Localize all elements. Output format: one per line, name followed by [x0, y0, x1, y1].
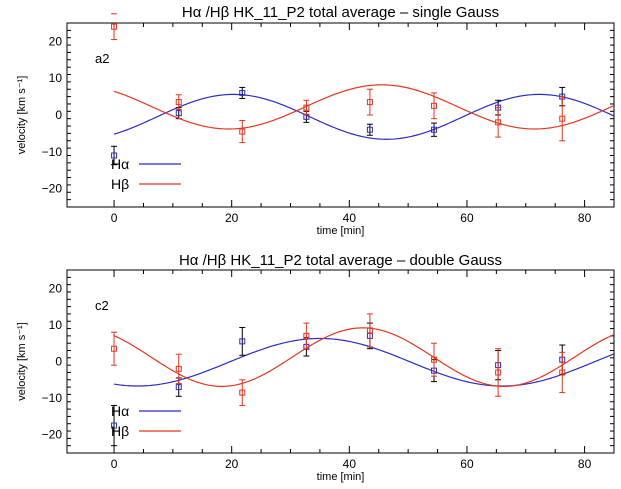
panel-label: a2 — [95, 51, 109, 66]
y-tick-label: −10 — [42, 391, 63, 405]
series-hbeta — [111, 14, 614, 143]
legend-label: Hβ — [111, 423, 129, 439]
fit-curve-hbeta — [114, 85, 614, 129]
legend-label: Hα — [111, 156, 129, 172]
x-axis-label: time [min] — [317, 225, 365, 237]
y-tick-label: 20 — [49, 34, 63, 48]
x-tick-label: 0 — [111, 457, 118, 471]
y-axis-label: velocity [km s⁻¹] — [16, 76, 28, 155]
plot-frame — [67, 270, 614, 453]
series-hbeta — [111, 314, 614, 406]
panel-label: c2 — [95, 298, 109, 313]
chart-title: Hα /Hβ HK_11_P2 total average – single G… — [182, 4, 499, 21]
panel-single-gauss: Hα /Hβ HK_11_P2 total average – single G… — [16, 4, 614, 237]
y-tick-label: −20 — [42, 182, 63, 196]
y-tick-label: 20 — [49, 281, 63, 295]
x-tick-label: 40 — [343, 211, 357, 225]
x-tick-label: 0 — [111, 211, 118, 225]
x-tick-label: 20 — [225, 457, 239, 471]
panel-double-gauss: Hα /Hβ HK_11_P2 total average – double G… — [16, 252, 614, 483]
x-tick-label: 60 — [460, 457, 474, 471]
x-tick-label: 40 — [343, 457, 357, 471]
y-tick-label: 0 — [55, 355, 62, 369]
fit-curve-halpha — [114, 94, 614, 139]
x-tick-label: 60 — [460, 211, 474, 225]
series-halpha — [111, 323, 614, 446]
x-tick-label: 20 — [225, 211, 239, 225]
legend-label: Hβ — [111, 176, 129, 192]
x-axis-label: time [min] — [317, 471, 365, 483]
legend-label: Hα — [111, 403, 129, 419]
y-axis-label: velocity [km s⁻¹] — [16, 322, 28, 401]
y-tick-label: 10 — [49, 71, 63, 85]
plot-frame — [67, 23, 614, 207]
x-tick-label: 80 — [578, 457, 592, 471]
y-tick-label: −10 — [42, 145, 63, 159]
y-tick-label: 10 — [49, 318, 63, 332]
chart-title: Hα /Hβ HK_11_P2 total average – double G… — [179, 252, 502, 269]
y-tick-label: 0 — [55, 108, 62, 122]
series-halpha — [111, 87, 614, 164]
y-tick-label: −20 — [42, 428, 63, 442]
x-tick-label: 80 — [578, 211, 592, 225]
